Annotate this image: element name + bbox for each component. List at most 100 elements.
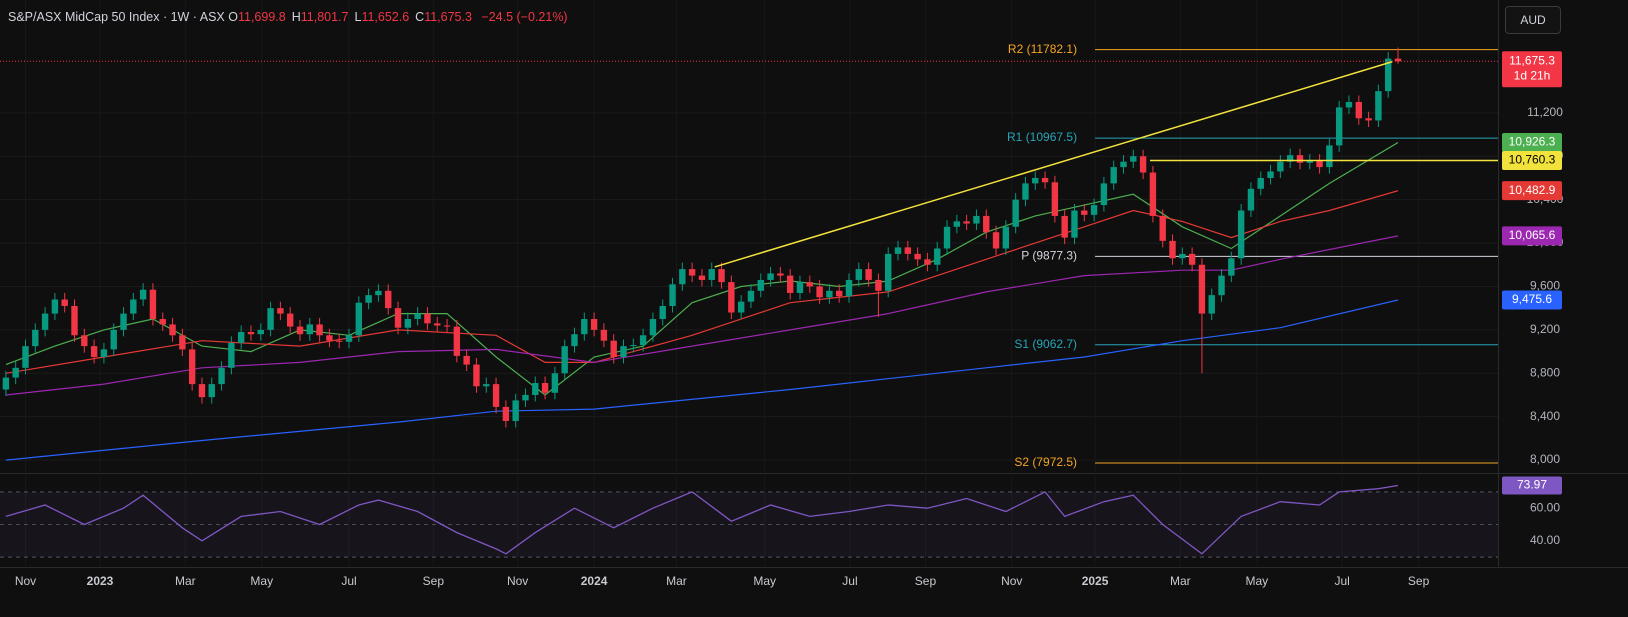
ohlc-value: 11,675.3 <box>424 10 472 24</box>
candle-body <box>551 373 559 393</box>
candle-body <box>953 221 961 227</box>
candle-body <box>1316 160 1323 168</box>
candle-body <box>1286 155 1294 162</box>
candle-body <box>453 326 461 356</box>
candle-body <box>786 275 794 293</box>
candle-body <box>1179 253 1186 259</box>
candle-body <box>81 335 88 347</box>
candle-body <box>581 319 588 335</box>
candle-body <box>414 313 421 320</box>
candle-body <box>610 340 617 357</box>
ohlc-key: C <box>415 10 425 24</box>
candle-body <box>1159 215 1166 241</box>
moving-average-line <box>5 141 1399 396</box>
candle-body <box>169 324 176 336</box>
y-tick-label: 9,600 <box>1530 279 1560 293</box>
x-tick-label: Jul <box>1334 574 1349 588</box>
candle-body <box>669 284 676 306</box>
candle-body <box>983 215 990 233</box>
candle-body <box>296 326 304 335</box>
candle-body <box>375 290 382 296</box>
candle-body <box>1061 215 1068 238</box>
x-tick-label: Jul <box>341 574 356 588</box>
y-tick-label: 8,400 <box>1530 409 1560 423</box>
candle-body <box>973 215 980 224</box>
currency-button[interactable]: AUD <box>1505 6 1561 34</box>
candle-body <box>855 269 863 280</box>
candle-body <box>561 346 568 374</box>
candle-body <box>1139 156 1147 173</box>
candle-body <box>522 394 529 401</box>
candle-body <box>1277 161 1284 172</box>
candle-body <box>747 290 755 302</box>
candle-body <box>1257 177 1264 189</box>
x-tick-label: Mar <box>175 574 196 588</box>
candle-body <box>649 319 657 336</box>
x-tick-label: Nov <box>507 574 528 588</box>
candle-body <box>41 313 49 330</box>
x-tick-label: Jul <box>842 574 857 588</box>
candle-body <box>1198 264 1206 314</box>
candle-body <box>1228 258 1235 276</box>
level-value-label: 10,760.3 <box>1509 153 1556 167</box>
candle-body <box>1375 91 1382 121</box>
x-tick-label: Mar <box>1170 574 1191 588</box>
candle-body <box>718 269 725 283</box>
candle-body <box>1326 145 1333 168</box>
ma-value-label: 9,475.6 <box>1512 292 1552 306</box>
candle-body <box>336 340 343 342</box>
ma-value-label: 10,482.9 <box>1509 183 1556 197</box>
candle-body <box>1365 118 1372 121</box>
candle-body <box>110 329 117 350</box>
candle-body <box>806 282 813 287</box>
ohlc-key: O <box>228 10 238 24</box>
x-tick-label: Nov <box>1001 574 1022 588</box>
candle-body <box>1247 188 1255 211</box>
candle-body <box>659 305 666 320</box>
ohlc-values: O11,699.8 H11,801.7 L11,652.6 C11,675.3 <box>228 10 478 24</box>
y-tick-label: 8,000 <box>1530 452 1560 466</box>
candle-body <box>1267 171 1274 178</box>
candle-body <box>463 355 470 365</box>
pivot-label: R2 (11782.1) <box>1008 42 1077 56</box>
candle-body <box>512 400 519 422</box>
candle-body <box>914 253 921 260</box>
moving-average-line <box>5 235 1399 396</box>
y-tick-label: 40.00 <box>1530 533 1560 547</box>
x-tick-label: Sep <box>915 574 937 588</box>
ma-value-label: 10,926.3 <box>1509 135 1556 149</box>
ohlc-value: 11,801.7 <box>300 10 349 24</box>
candle-body <box>757 279 764 291</box>
x-tick-label: May <box>753 574 776 588</box>
candle-body <box>1100 183 1108 206</box>
ohlc-key: L <box>354 10 362 24</box>
candle-body <box>1090 205 1098 215</box>
x-tick-label: Mar <box>666 574 687 588</box>
candle-body <box>326 335 333 341</box>
candle-body <box>826 290 833 298</box>
trendline <box>714 61 1393 268</box>
ma-value-label-box <box>1502 290 1562 310</box>
candle-body <box>218 367 225 385</box>
x-tick-label: Sep <box>423 574 445 588</box>
candle-body <box>532 383 539 395</box>
candle-body <box>1237 210 1245 259</box>
candle-body <box>728 282 735 313</box>
candle-body <box>639 335 647 346</box>
candle-body <box>492 384 500 407</box>
candle-body <box>434 323 441 326</box>
candle-body <box>12 367 19 378</box>
candle-body <box>257 329 264 335</box>
candle-body <box>1041 177 1049 183</box>
ma-value-label-box <box>1502 226 1562 246</box>
rsi-value-label-box <box>1502 476 1562 495</box>
candle-body <box>630 345 637 347</box>
candle-body <box>237 332 245 343</box>
pivot-label: S1 (9062.7) <box>1014 337 1077 351</box>
candle-body <box>1022 183 1029 200</box>
candle-body <box>345 335 353 342</box>
pivot-label: P (9877.3) <box>1021 249 1077 263</box>
x-tick-label: May <box>250 574 273 588</box>
candle-body <box>1306 160 1313 163</box>
candle-body <box>355 302 363 336</box>
